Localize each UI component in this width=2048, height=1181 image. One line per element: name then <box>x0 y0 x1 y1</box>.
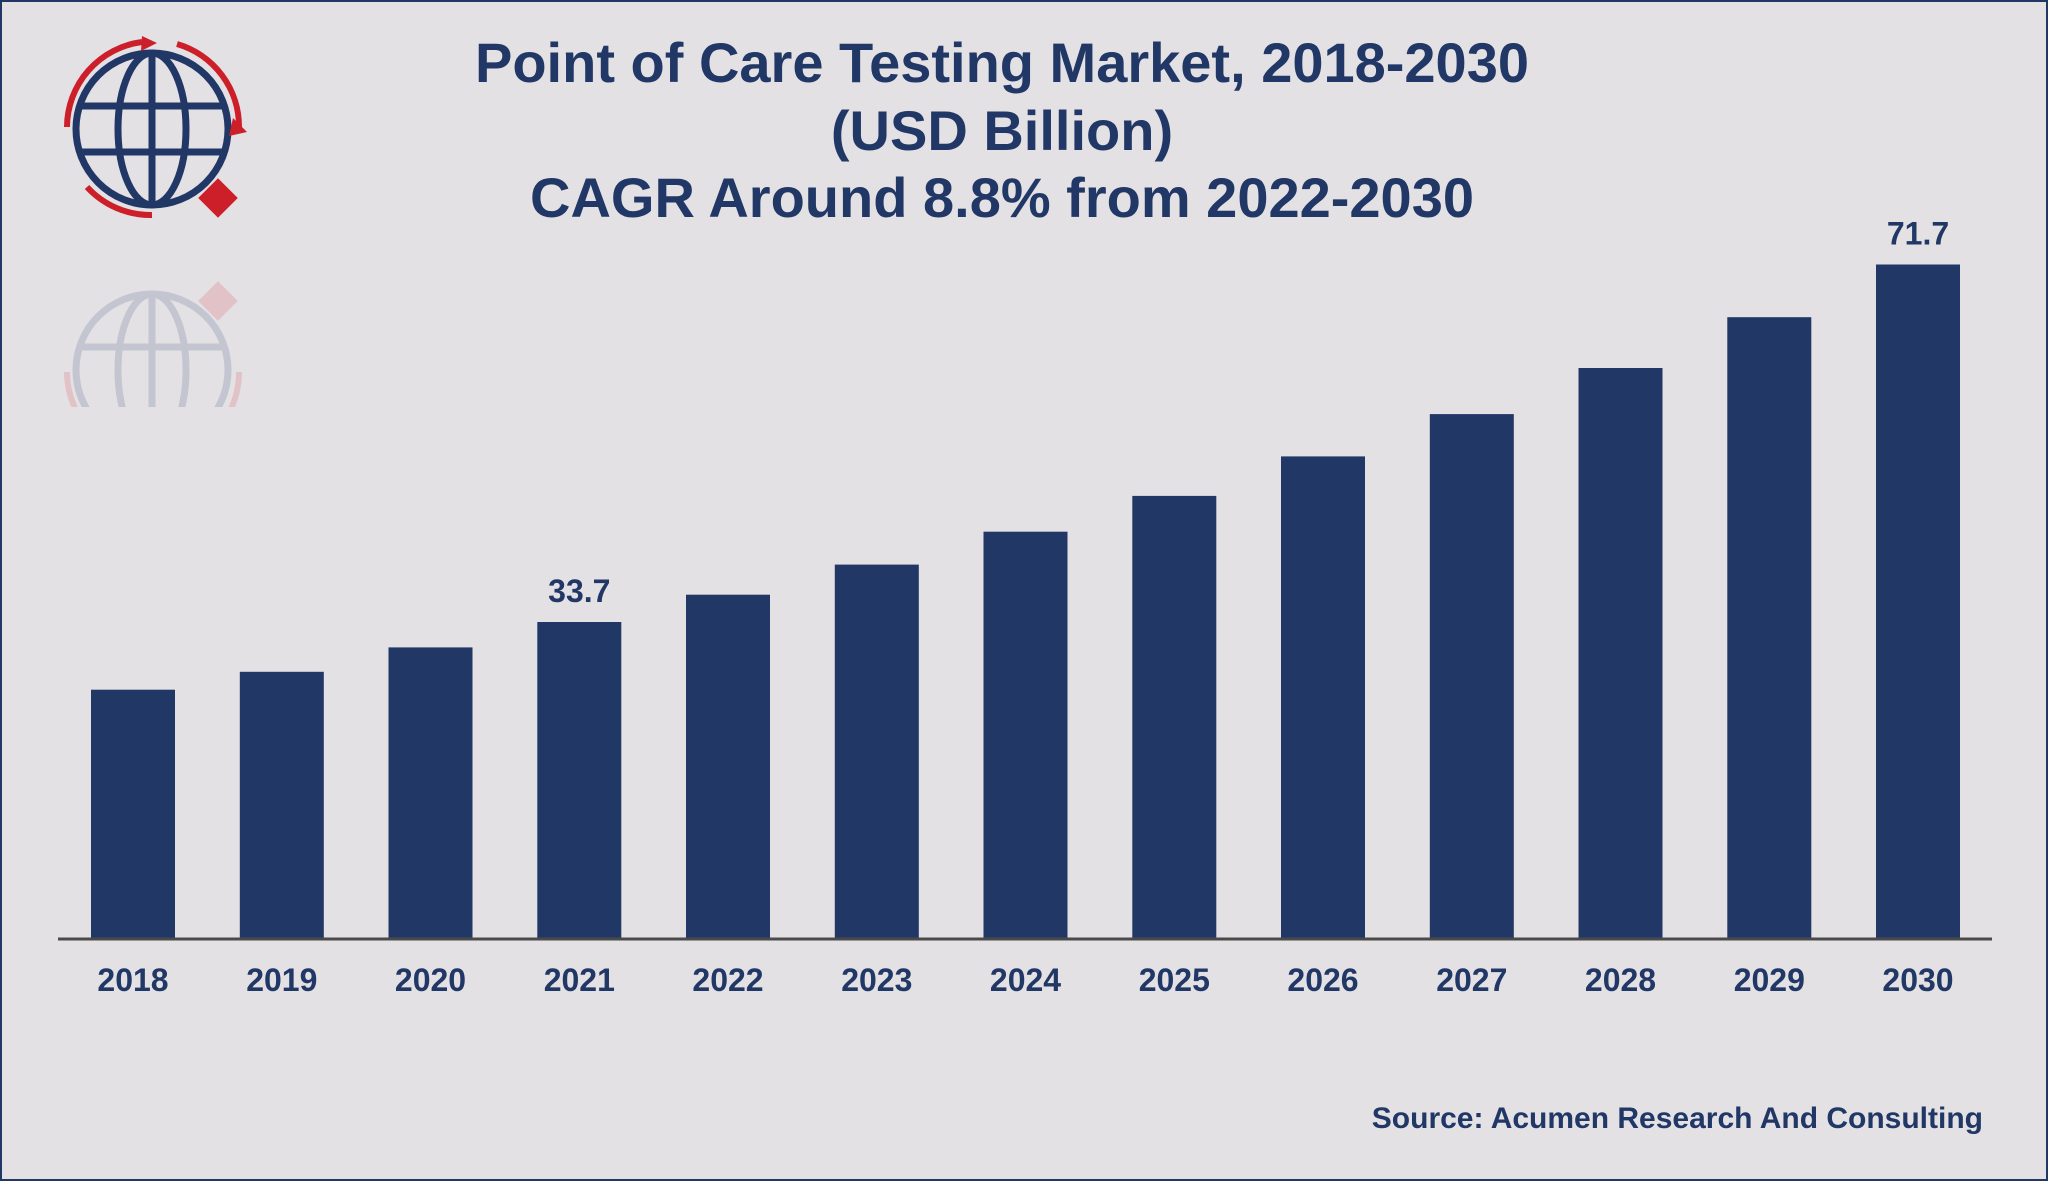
bar-2020 <box>388 647 473 939</box>
x-tick-label-2021: 2021 <box>544 962 615 998</box>
bar-2024 <box>983 531 1068 939</box>
data-label-2030: 71.7 <box>1887 216 1949 252</box>
x-tick-label-2023: 2023 <box>841 962 912 998</box>
globe-logo-reflection-icon <box>64 281 243 407</box>
x-tick-label-2022: 2022 <box>692 962 763 998</box>
bar-2023 <box>834 564 919 939</box>
bar-2029 <box>1727 317 1812 939</box>
bar-2021 <box>537 622 622 939</box>
bar-2027 <box>1429 414 1514 940</box>
x-tick-label-2027: 2027 <box>1436 962 1507 998</box>
x-tick-label-2025: 2025 <box>1139 962 1210 998</box>
bar-2028 <box>1578 368 1663 939</box>
x-tick-label-2026: 2026 <box>1287 962 1358 998</box>
bar-2022 <box>686 594 770 939</box>
x-tick-label-2019: 2019 <box>246 962 317 998</box>
bar-2030 <box>1876 264 1960 939</box>
globe-logo-icon <box>64 36 247 219</box>
chart-title-line-1: Point of Care Testing Market, 2018-2030 <box>475 31 1529 94</box>
x-tick-label-2030: 2030 <box>1882 962 1953 998</box>
x-tick-label-2028: 2028 <box>1585 962 1656 998</box>
bar-2025 <box>1132 495 1217 939</box>
bar-2018 <box>91 689 175 939</box>
x-tick-label-2029: 2029 <box>1734 962 1805 998</box>
bar-2026 <box>1281 456 1365 939</box>
bar-2019 <box>239 671 324 939</box>
chart-title-line-2: (USD Billion) <box>830 99 1174 162</box>
x-tick-label-2018: 2018 <box>97 962 168 998</box>
source-note: Source: Acumen Research And Consulting <box>1371 1102 1983 1135</box>
chart-title-line-3: CAGR Around 8.8% from 2022-2030 <box>530 166 1474 229</box>
x-tick-label-2024: 2024 <box>990 962 1061 998</box>
x-tick-label-2020: 2020 <box>395 962 466 998</box>
data-label-2021: 33.7 <box>548 573 610 609</box>
